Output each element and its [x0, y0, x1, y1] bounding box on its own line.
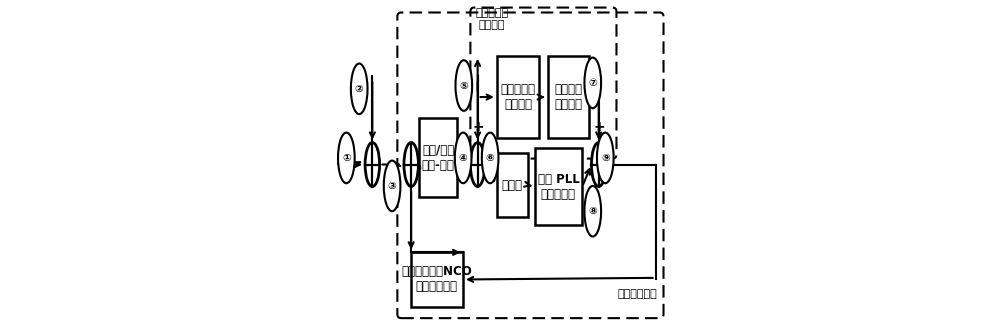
Text: 参数估计与
前馈环节: 参数估计与 前馈环节	[476, 8, 509, 30]
Text: 三阶 PLL
环路滤波器: 三阶 PLL 环路滤波器	[538, 173, 579, 201]
Text: ③: ③	[388, 181, 396, 191]
FancyBboxPatch shape	[497, 56, 539, 138]
FancyBboxPatch shape	[548, 56, 589, 138]
FancyBboxPatch shape	[411, 252, 463, 307]
Text: ⑧: ⑧	[588, 206, 597, 216]
Ellipse shape	[584, 58, 601, 108]
Text: +: +	[473, 120, 484, 134]
Text: 递推预报
前馈输出: 递推预报 前馈输出	[554, 83, 582, 111]
Text: −: −	[389, 159, 402, 174]
FancyBboxPatch shape	[535, 148, 582, 225]
Text: ④: ④	[459, 153, 468, 163]
Ellipse shape	[584, 186, 601, 237]
FancyBboxPatch shape	[497, 153, 528, 217]
Text: ②: ②	[355, 84, 364, 94]
Ellipse shape	[482, 133, 498, 183]
Text: 解调/解扩
积分-清除: 解调/解扩 积分-清除	[422, 144, 455, 172]
Text: ⑦: ⑦	[588, 78, 597, 88]
Ellipse shape	[591, 142, 606, 187]
Text: ⑥: ⑥	[486, 153, 495, 163]
Text: ⑨: ⑨	[601, 153, 610, 163]
Ellipse shape	[338, 133, 355, 183]
Text: −: −	[350, 155, 362, 170]
Text: +: +	[594, 120, 605, 134]
Text: ⑤: ⑤	[459, 81, 468, 90]
Text: 鉴相器: 鉴相器	[502, 179, 523, 191]
Ellipse shape	[351, 63, 368, 114]
Ellipse shape	[455, 133, 471, 183]
FancyBboxPatch shape	[419, 118, 457, 197]
Ellipse shape	[365, 142, 380, 187]
Ellipse shape	[404, 142, 418, 187]
Text: 闭环反馈环节: 闭环反馈环节	[618, 289, 657, 299]
Ellipse shape	[384, 161, 400, 211]
Text: ①: ①	[342, 153, 351, 163]
Ellipse shape	[455, 60, 472, 111]
Ellipse shape	[470, 142, 485, 187]
Text: 载波多普勒
参数估计: 载波多普勒 参数估计	[501, 83, 536, 111]
Text: 载波跟踪环的NCO
频率控制输出: 载波跟踪环的NCO 频率控制输出	[401, 266, 472, 293]
Ellipse shape	[597, 133, 614, 183]
